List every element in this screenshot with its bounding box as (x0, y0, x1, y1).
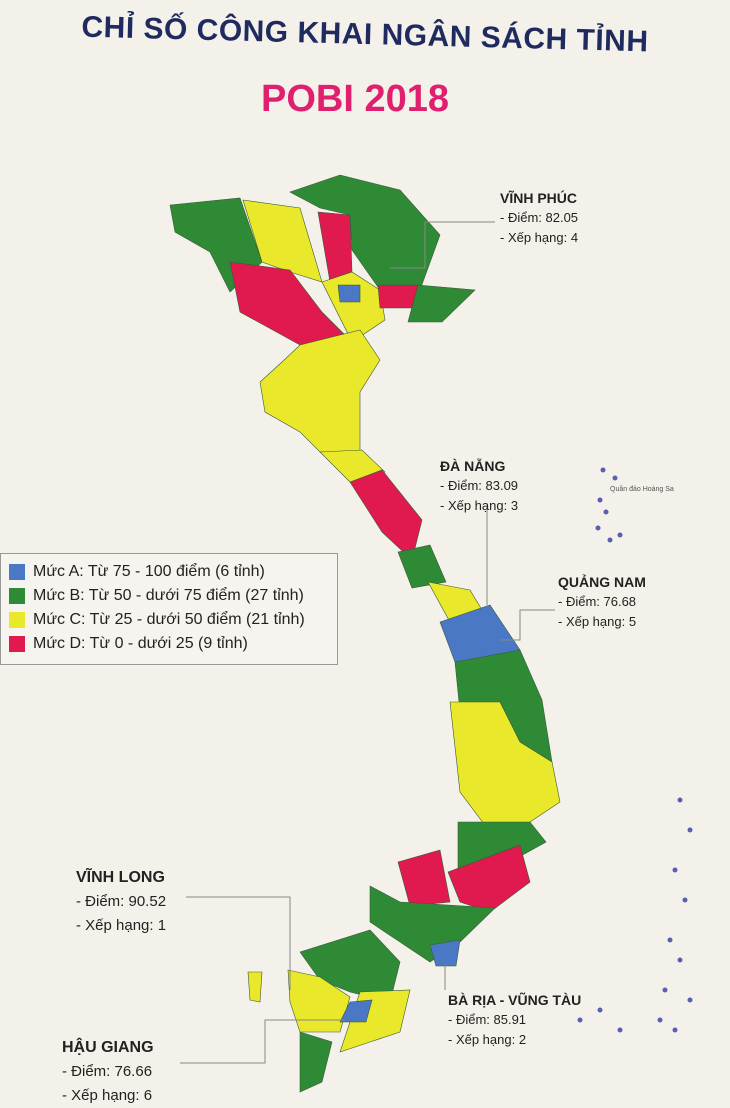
island-marker (677, 797, 683, 803)
island-marker (607, 537, 613, 543)
island-marker (672, 1027, 678, 1033)
legend-item-b: Mức B: Từ 50 - dưới 75 điểm (27 tỉnh) (9, 584, 337, 608)
callout-score: - Điểm: 76.68 (558, 594, 637, 609)
island-marker (600, 467, 606, 473)
callout-quang-nam: QUẢNG NAM - Điểm: 76.68 - Xếp hạng: 5 (558, 572, 646, 632)
island-marker (687, 827, 693, 833)
callout-vinh-long: VĨNH LONG - Điểm: 90.52 - Xếp hạng: 1 (76, 866, 166, 938)
callout-leader-line (390, 221, 495, 269)
legend-label: Mức D: Từ 0 - dưới 25 (9 tỉnh) (33, 635, 248, 652)
island-marker (612, 475, 618, 481)
island-marker (677, 957, 683, 963)
province-region (349, 469, 423, 561)
province-region (287, 969, 351, 1033)
province-region (299, 1031, 333, 1093)
island-marker (617, 532, 623, 538)
island-marker (682, 897, 688, 903)
legend-item-c: Mức C: Từ 25 - dưới 50 điểm (21 tỉnh) (9, 608, 337, 632)
province-region (397, 544, 447, 589)
legend-label: Mức A: Từ 75 - 100 điểm (6 tỉnh) (33, 563, 265, 580)
province-region (397, 849, 451, 907)
callout-score: - Điểm: 82.05 (500, 210, 579, 225)
callout-name: VĨNH LONG (76, 869, 165, 886)
callout-leader-line (186, 896, 291, 990)
legend-item-a: Mức A: Từ 75 - 100 điểm (6 tỉnh) (9, 560, 337, 584)
callout-rank: - Xếp hạng: 6 (62, 1087, 153, 1104)
callout-name: VĨNH PHÚC (500, 190, 578, 206)
legend: Mức A: Từ 75 - 100 điểm (6 tỉnh) Mức B: … (0, 553, 338, 665)
province-region (259, 329, 381, 453)
legend-swatch (9, 564, 25, 580)
island-marker (667, 937, 673, 943)
island-marker (687, 997, 693, 1003)
province-region (447, 844, 531, 913)
callout-rank: - Xếp hạng: 4 (500, 230, 579, 245)
callout-name: ĐÀ NẴNG (440, 458, 506, 474)
island-marker (603, 509, 609, 515)
island-marker (662, 987, 668, 993)
island-marker (577, 1017, 583, 1023)
callout-leader-line (180, 1019, 345, 1064)
province-region (339, 999, 373, 1023)
callout-ba-ria-vung-tau: BÀ RỊA - VŨNG TÀU - Điểm: 85.91 - Xếp hạ… (448, 990, 581, 1050)
province-region (457, 821, 547, 873)
legend-swatch (9, 588, 25, 604)
callout-rank: - Xếp hạng: 5 (558, 614, 637, 629)
callout-leader-line (500, 609, 555, 641)
province-region (449, 701, 561, 833)
map-subtitle: POBI 2018 (261, 78, 449, 120)
province-region (407, 284, 476, 323)
callout-rank: - Xếp hạng: 3 (440, 498, 519, 513)
island-marker (617, 1027, 623, 1033)
callout-da-nang: ĐÀ NẴNG - Điểm: 83.09 - Xếp hạng: 3 (440, 456, 518, 516)
island-marker (657, 1017, 663, 1023)
legend-swatch (9, 612, 25, 628)
island-marker (595, 525, 601, 531)
callout-score: - Điểm: 90.52 (76, 893, 167, 910)
callout-score: - Điểm: 83.09 (440, 478, 519, 493)
callout-rank: - Xếp hạng: 2 (448, 1032, 527, 1047)
province-region (337, 284, 361, 303)
province-region (242, 199, 323, 283)
callout-name: BÀ RỊA - VŨNG TÀU (448, 992, 582, 1008)
province-region (247, 971, 263, 1003)
legend-item-d: Mức D: Từ 0 - dưới 25 (9 tỉnh) (9, 632, 337, 656)
legend-label: Mức C: Từ 25 - dưới 50 điểm (21 tỉnh) (33, 611, 305, 628)
callout-score: - Điểm: 85.91 (448, 1012, 527, 1027)
island-marker (597, 497, 603, 503)
callout-score: - Điểm: 76.66 (62, 1063, 153, 1080)
island-marker (672, 867, 678, 873)
province-region (429, 939, 461, 967)
province-region (317, 211, 353, 283)
callout-hau-giang: HẬU GIANG - Điểm: 76.66 - Xếp hạng: 6 (62, 1036, 154, 1108)
legend-label: Mức B: Từ 50 - dưới 75 điểm (27 tỉnh) (33, 587, 304, 604)
legend-swatch (9, 636, 25, 652)
callout-name: HẬU GIANG (62, 1039, 154, 1056)
callout-rank: - Xếp hạng: 1 (76, 917, 167, 934)
callout-vinh-phuc: VĨNH PHÚC - Điểm: 82.05 - Xếp hạng: 4 (500, 188, 578, 248)
callout-name: QUẢNG NAM (558, 574, 646, 590)
island-marker (597, 1007, 603, 1013)
archipelago-label: Quần đảo Hoàng Sa (610, 486, 674, 493)
